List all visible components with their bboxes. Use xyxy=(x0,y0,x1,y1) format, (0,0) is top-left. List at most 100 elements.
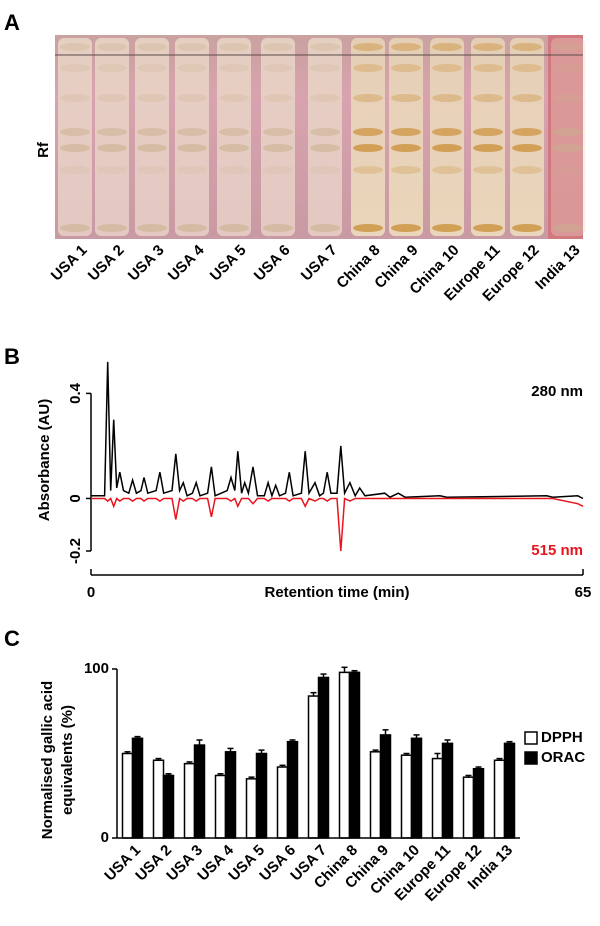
band xyxy=(310,144,340,152)
band xyxy=(473,166,503,174)
band xyxy=(391,94,421,102)
band xyxy=(97,166,127,174)
band xyxy=(97,94,127,102)
line-series xyxy=(91,361,584,500)
lane xyxy=(217,38,251,236)
lane-label: USA 6 xyxy=(251,242,294,285)
band xyxy=(219,166,249,174)
band xyxy=(137,144,167,152)
band xyxy=(553,144,583,152)
band xyxy=(553,224,583,232)
band xyxy=(353,43,383,51)
lane-label: USA 5 xyxy=(207,242,250,285)
line-series xyxy=(91,497,584,552)
bar xyxy=(183,762,196,839)
band xyxy=(137,128,167,136)
band xyxy=(310,128,340,136)
band xyxy=(263,64,293,72)
bar xyxy=(152,759,165,839)
band xyxy=(97,64,127,72)
band xyxy=(353,128,383,136)
band xyxy=(219,43,249,51)
lane xyxy=(430,38,464,236)
bar xyxy=(307,695,320,839)
band xyxy=(219,64,249,72)
band xyxy=(353,64,383,72)
y-tick-label: 0.4 xyxy=(67,382,84,404)
lane xyxy=(551,38,585,236)
band xyxy=(553,128,583,136)
band xyxy=(391,166,421,174)
band xyxy=(137,64,167,72)
band xyxy=(177,64,207,72)
band xyxy=(512,144,542,152)
bar xyxy=(348,671,361,839)
panel-label: C xyxy=(4,626,20,651)
lane-label: USA 1 xyxy=(48,242,91,285)
band xyxy=(512,166,542,174)
lane xyxy=(95,38,129,236)
band xyxy=(263,43,293,51)
band xyxy=(473,144,503,152)
band xyxy=(177,43,207,51)
band xyxy=(432,64,462,72)
y-axis-label: equivalents (%) xyxy=(59,705,76,815)
bar xyxy=(369,751,382,839)
y-axis-label: Normalised gallic acid xyxy=(39,681,56,839)
legend-label: ORAC xyxy=(541,749,585,766)
lane-label: USA 4 xyxy=(165,241,208,284)
band xyxy=(137,94,167,102)
band xyxy=(512,64,542,72)
lane xyxy=(261,38,295,236)
legend-swatch xyxy=(524,751,538,765)
band xyxy=(97,144,127,152)
band xyxy=(512,94,542,102)
bar xyxy=(379,734,392,839)
band xyxy=(432,94,462,102)
band xyxy=(60,128,90,136)
bar xyxy=(193,744,206,839)
legend-label: DPPH xyxy=(541,729,583,746)
bar xyxy=(224,751,237,839)
band xyxy=(353,94,383,102)
band xyxy=(432,144,462,152)
lane xyxy=(135,38,169,236)
band xyxy=(60,144,90,152)
band xyxy=(432,43,462,51)
band xyxy=(391,128,421,136)
band xyxy=(310,43,340,51)
band xyxy=(391,43,421,51)
band xyxy=(177,166,207,174)
y-tick-label: 0 xyxy=(101,829,109,846)
bar xyxy=(431,757,444,839)
band xyxy=(97,43,127,51)
band xyxy=(263,144,293,152)
y-tick-label: 100 xyxy=(84,660,109,677)
lane-label: USA 2 xyxy=(85,242,128,285)
bar xyxy=(121,752,134,839)
bar xyxy=(338,671,351,839)
bar xyxy=(162,774,175,839)
lane xyxy=(471,38,505,236)
bar xyxy=(245,778,258,839)
band xyxy=(432,224,462,232)
band xyxy=(553,166,583,174)
band xyxy=(137,166,167,174)
bar xyxy=(493,759,506,839)
band xyxy=(177,94,207,102)
band xyxy=(391,64,421,72)
legend-swatch xyxy=(524,731,538,745)
bar xyxy=(441,742,454,839)
band xyxy=(310,64,340,72)
band xyxy=(553,43,583,51)
y-tick-label: 0 xyxy=(67,494,84,502)
band xyxy=(353,224,383,232)
band xyxy=(219,94,249,102)
band xyxy=(137,224,167,232)
lane xyxy=(389,38,423,236)
band xyxy=(432,166,462,174)
lane xyxy=(351,38,385,236)
band xyxy=(553,64,583,72)
band xyxy=(263,94,293,102)
